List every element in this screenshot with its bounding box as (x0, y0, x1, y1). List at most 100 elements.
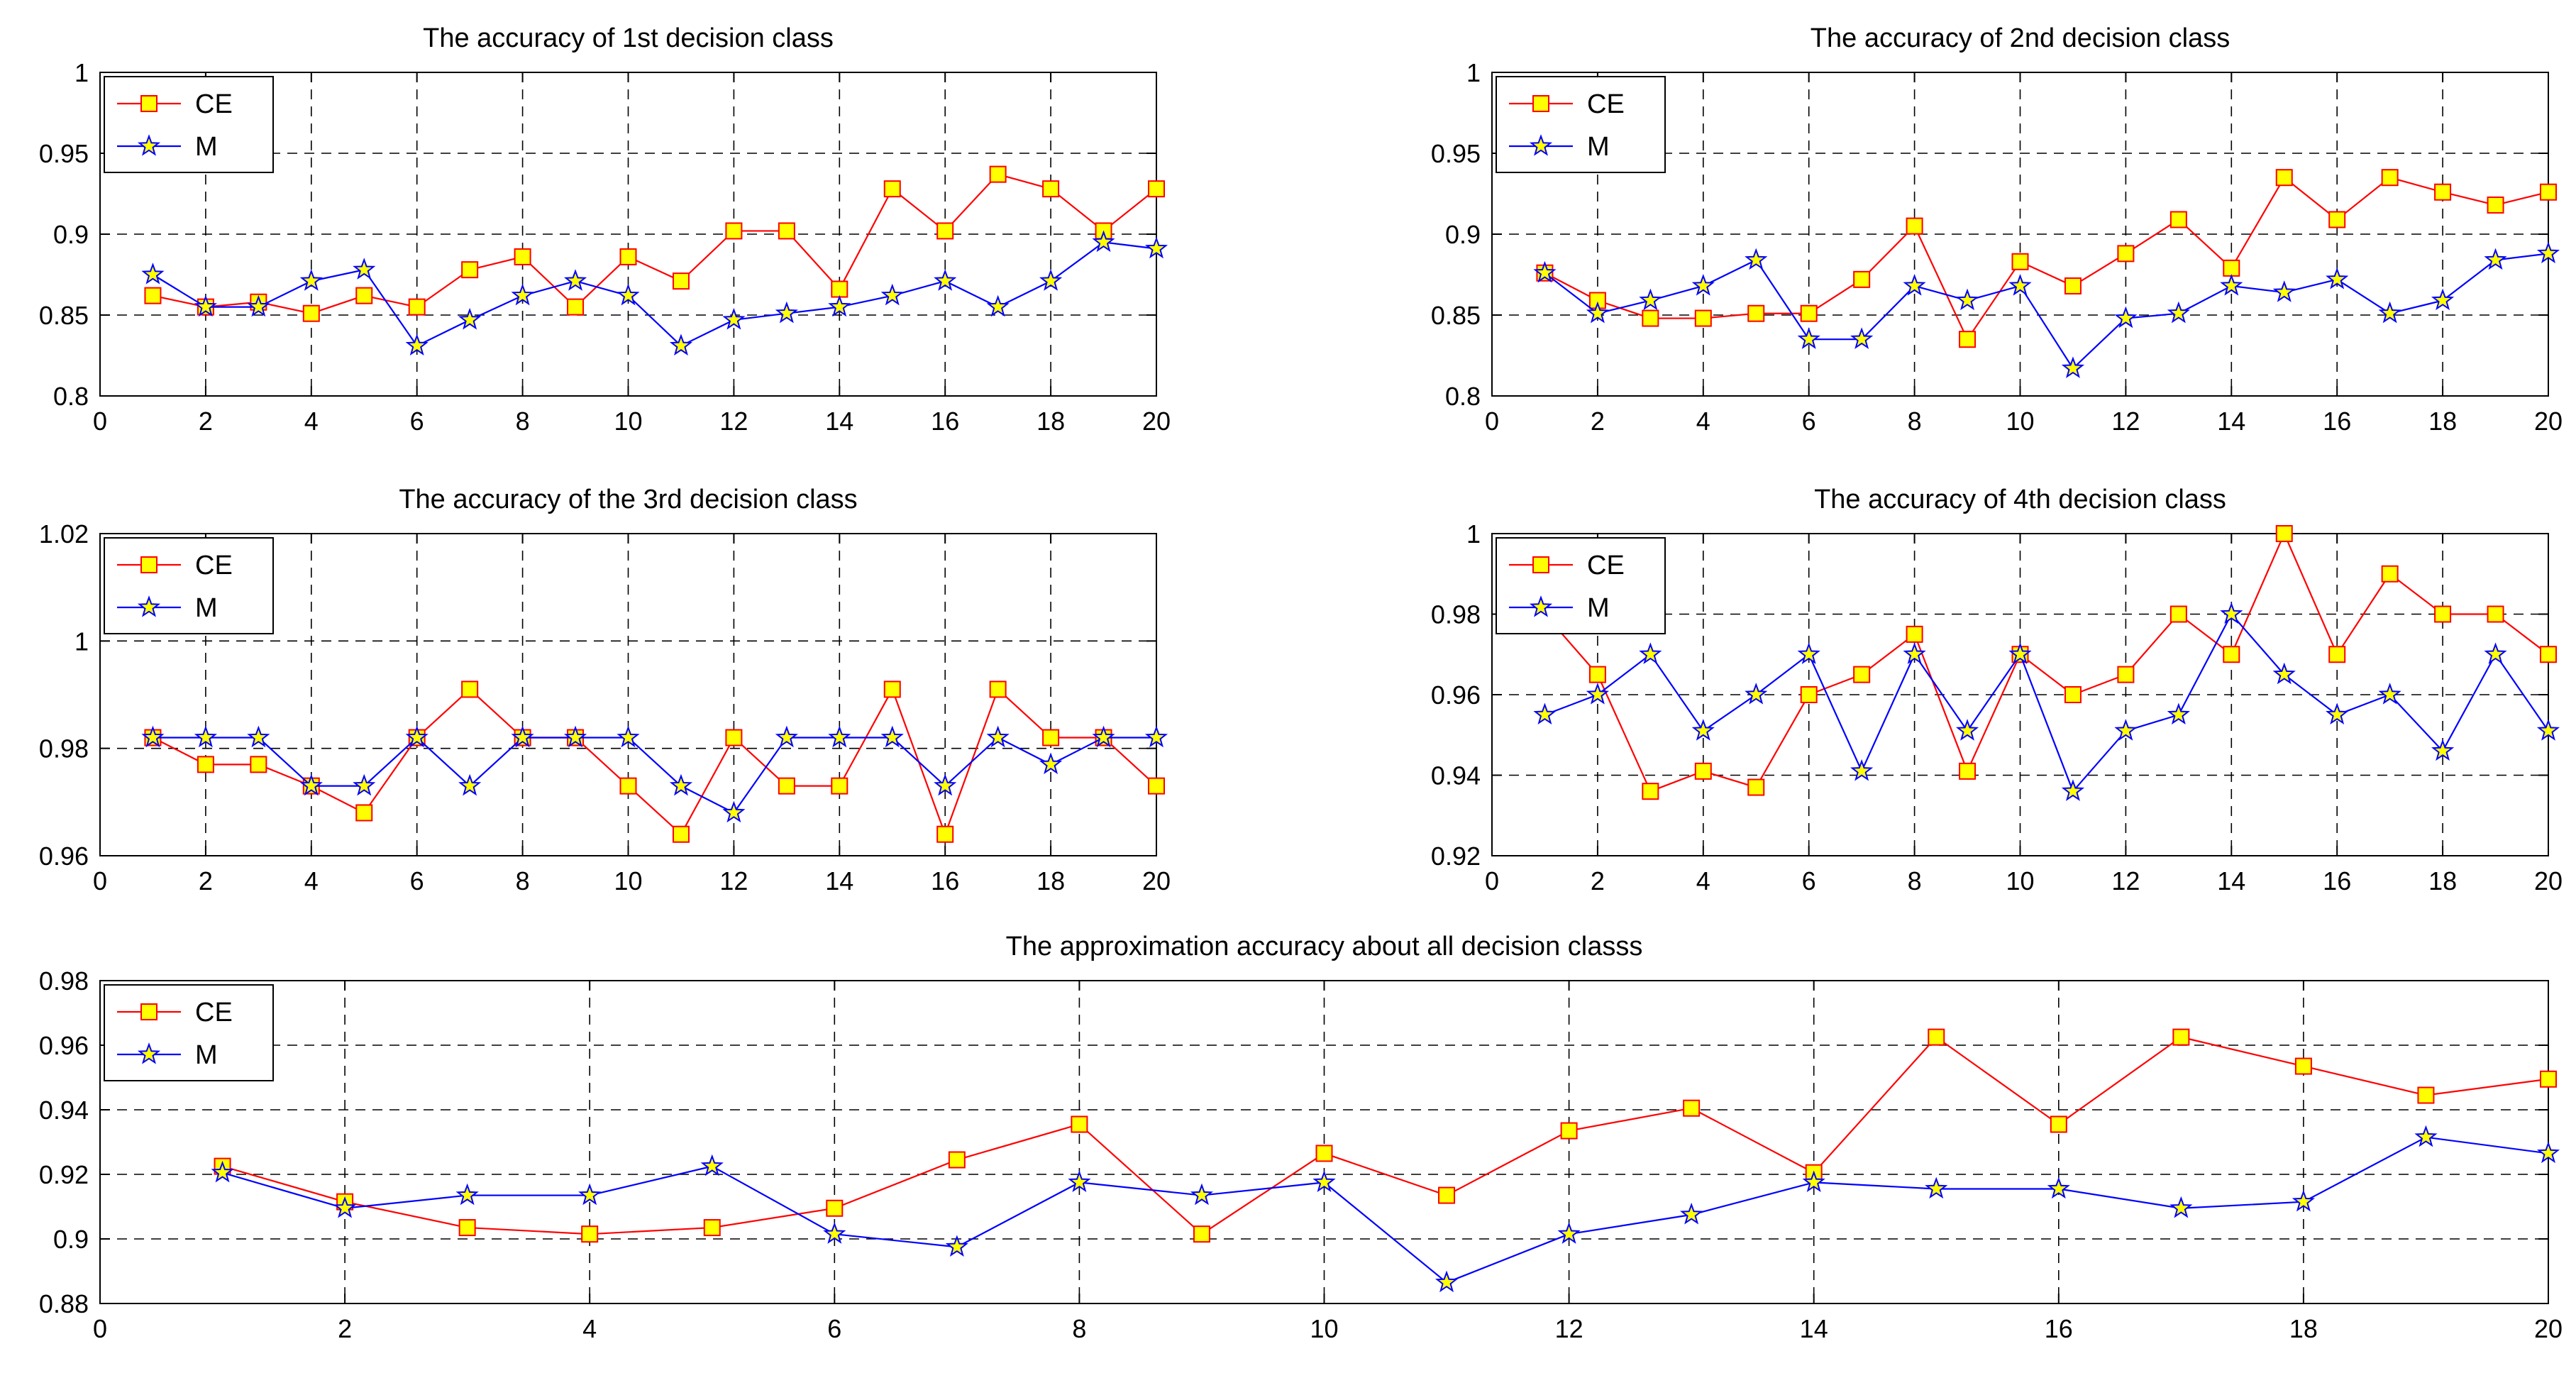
legend-label: CE (195, 89, 233, 119)
data-point (405, 334, 429, 356)
legend-marker (140, 556, 157, 573)
data-point (2414, 1125, 2438, 1147)
legend-marker (137, 1042, 161, 1064)
x-tick-label: 16 (2045, 1314, 2073, 1343)
x-tick-label: 20 (2534, 866, 2563, 895)
data-point (1039, 752, 1063, 775)
x-tick-label: 8 (1908, 407, 1922, 436)
data-point (2540, 646, 2557, 663)
x-tick-label: 0 (93, 1314, 107, 1343)
data-point (211, 1160, 234, 1183)
x-tick-label: 14 (825, 407, 853, 436)
data-point (302, 304, 320, 322)
y-tick-label: 0.98 (39, 734, 89, 764)
x-tick-label: 12 (719, 407, 748, 436)
data-point (353, 258, 376, 280)
data-point (2536, 1141, 2560, 1164)
data-point (986, 294, 1010, 317)
data-point (2484, 642, 2507, 664)
data-point (1190, 1183, 1214, 1206)
chart-3: 0 2 4 6 8 10 12 14 16 18 20 0.96 0.98 1 1.02 The accura… (39, 485, 1171, 895)
x-tick-label: 8 (516, 407, 530, 436)
legend-marker (140, 1003, 157, 1020)
data-point (1955, 719, 1979, 741)
data-point (669, 773, 693, 796)
data-point (1533, 260, 1557, 283)
data-point (1642, 783, 1659, 800)
y-tick-label: 0.85 (39, 301, 89, 330)
data-point (778, 777, 795, 795)
x-tick-label: 4 (1696, 866, 1710, 895)
data-point (1639, 288, 1662, 311)
legend-marker (137, 134, 161, 156)
data-point (2434, 605, 2452, 623)
data-point (1068, 1170, 1091, 1193)
data-point (2431, 288, 2455, 311)
data-point (511, 725, 534, 748)
data-point (722, 307, 746, 330)
series-line (1544, 177, 2549, 341)
data-point (831, 280, 848, 298)
series-line (153, 173, 1157, 314)
series-line (1544, 253, 2549, 370)
y-tick-label: 1 (74, 627, 89, 656)
data-point (883, 680, 901, 698)
x-tick-label: 4 (304, 866, 319, 895)
data-point (1438, 1186, 1456, 1204)
chart-title: The accuracy of the 3rd decision class (399, 485, 857, 514)
chart-4: 0 2 4 6 8 10 12 14 16 18 20 0.92 0.94 0.96 0.98 1 The ac… (1431, 485, 2563, 895)
data-point (247, 725, 270, 748)
data-point (355, 804, 373, 822)
chart-1: 0 2 4 6 8 10 12 14 16 18 20 0.8 0.85 0.9 0.95 1 The accu… (39, 23, 1171, 436)
data-point (405, 725, 429, 748)
y-tick-label: 0.94 (1431, 761, 1481, 790)
data-point (1850, 327, 1874, 349)
legend-marker (137, 595, 161, 617)
data-point (408, 298, 426, 316)
series-M (1533, 241, 2560, 378)
data-point (2381, 169, 2399, 187)
y-tick-label: 0.9 (1445, 220, 1481, 249)
legend-box (104, 76, 274, 173)
x-tick-label: 10 (614, 866, 642, 895)
data-point (2292, 1189, 2315, 1212)
data-point (2220, 602, 2243, 624)
data-point (563, 269, 587, 291)
chart-2: 0 2 4 6 8 10 12 14 16 18 20 0.8 0.85 0.9 0.95 1 The accu… (1431, 23, 2563, 436)
data-point (1560, 1122, 1578, 1140)
data-point (1683, 1099, 1701, 1117)
data-point (722, 800, 746, 823)
data-point (247, 294, 270, 317)
chart-title: The accuracy of 1st decision class (423, 23, 834, 53)
data-point (141, 263, 165, 285)
x-tick-label: 16 (2323, 866, 2351, 895)
data-point (2487, 196, 2504, 214)
data-point (617, 725, 640, 748)
legend-box (1496, 537, 1666, 634)
data-point (1925, 1176, 1948, 1199)
data-point (700, 1154, 724, 1176)
data-point (2417, 1086, 2435, 1104)
y-tick-label: 0.96 (39, 842, 89, 871)
y-tick-label: 0.8 (1445, 382, 1481, 411)
x-tick-label: 12 (1555, 1314, 1583, 1343)
data-point (2117, 245, 2135, 263)
legend-label: CE (1587, 89, 1625, 119)
y-tick-label: 0.96 (39, 1031, 89, 1060)
data-point (1802, 1170, 1825, 1193)
data-point (2275, 525, 2293, 542)
x-tick-label: 2 (1591, 866, 1605, 895)
y-tick-label: 0.96 (1431, 680, 1481, 710)
series-M (141, 725, 1168, 823)
data-point (2117, 666, 2135, 683)
x-tick-label: 6 (1802, 866, 1816, 895)
legend-label: M (1587, 132, 1610, 162)
data-point (2434, 183, 2452, 201)
y-tick-label: 0.98 (39, 966, 89, 996)
data-point (1639, 642, 1662, 664)
legend-marker (1532, 556, 1549, 573)
data-point (1148, 180, 1165, 198)
x-tick-label: 14 (2217, 866, 2245, 895)
data-point (1148, 777, 1165, 795)
